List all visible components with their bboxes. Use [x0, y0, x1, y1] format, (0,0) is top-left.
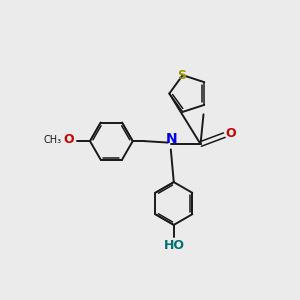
Text: HO: HO [164, 239, 185, 252]
Text: O: O [63, 134, 74, 146]
Text: N: N [166, 132, 177, 146]
Text: S: S [177, 69, 186, 82]
Text: O: O [226, 127, 236, 140]
Text: CH₃: CH₃ [44, 135, 62, 145]
